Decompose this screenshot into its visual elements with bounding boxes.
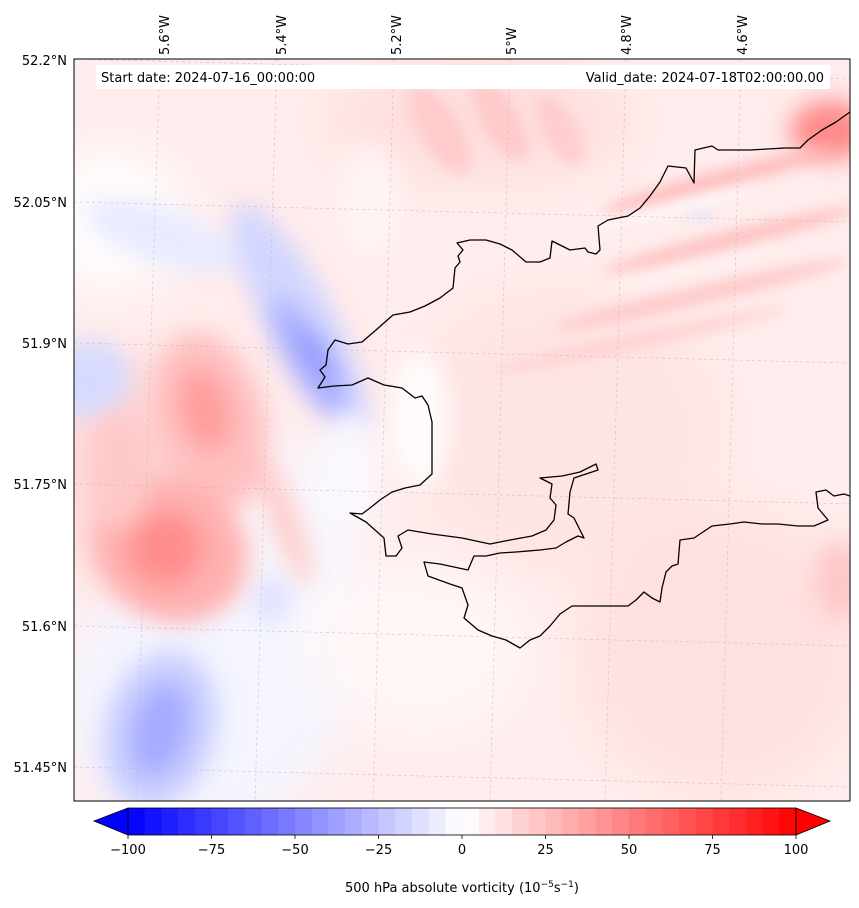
lon-label-5-2w: 5.2°W xyxy=(390,15,405,55)
colorbar-segment xyxy=(244,808,262,835)
lon-label-5w: 5°W xyxy=(505,27,520,55)
vorticity-map: Start date: 2024-07-16_00:00:00 Valid_da… xyxy=(74,59,850,801)
colorbar-segment xyxy=(512,808,530,835)
colorbar-segments xyxy=(128,808,797,835)
colorbar: −100 −75 −50 −25 0 25 50 75 100 500 hPa absolute… xyxy=(92,807,832,896)
colorbar-segment xyxy=(562,808,580,835)
positive-vorticity xyxy=(90,100,850,623)
valid-date-label: Valid_date: 2024-07-18T02:00:00.00 xyxy=(586,71,824,86)
colorbar-segment xyxy=(311,808,329,835)
lon-label-4-8w: 4.8°W xyxy=(620,15,635,55)
colorbar-segment xyxy=(428,808,446,835)
colorbar-segment xyxy=(629,808,647,835)
colorbar-segment xyxy=(211,808,229,835)
lat-label-51-45n: 51.45°N xyxy=(14,761,67,776)
colorbar-segment xyxy=(745,808,763,835)
colorbar-segment xyxy=(662,808,680,835)
colorbar-segment xyxy=(462,808,480,835)
colorbar-tick-label: −25 xyxy=(365,843,392,858)
colorbar-segment xyxy=(445,808,463,835)
colorbar-segment xyxy=(194,808,212,835)
lat-label-51-6n: 51.6°N xyxy=(22,620,67,635)
colorbar-segment xyxy=(528,808,546,835)
coastline xyxy=(317,111,850,649)
colorbar-tick-label: −50 xyxy=(281,843,308,858)
longitude-labels: 5.6°W 5.4°W 5.2°W 5°W 4.8°W 4.6°W xyxy=(158,15,751,55)
start-date-label: Start date: 2024-07-16_00:00:00 xyxy=(101,71,315,86)
colorbar-tick-label: 25 xyxy=(537,843,554,858)
colorbar-segment xyxy=(328,808,346,835)
lat-label-51-75n: 51.75°N xyxy=(14,478,67,493)
colorbar-segment xyxy=(695,808,713,835)
colorbar-segment xyxy=(178,808,196,835)
colorbar-segment xyxy=(411,808,429,835)
colorbar-extend-low xyxy=(92,807,129,836)
colorbar-segment xyxy=(645,808,663,835)
colorbar-label: 500 hPa absolute vorticity (10−5s−1) xyxy=(345,880,579,896)
colorbar-segment xyxy=(128,808,146,835)
colorbar-segment xyxy=(345,808,363,835)
colorbar-segment xyxy=(378,808,396,835)
positive-bands xyxy=(409,80,850,373)
colorbar-segment xyxy=(545,808,563,835)
colorbar-segment xyxy=(261,808,279,835)
colorbar-segment xyxy=(478,808,496,835)
lon-label-5-4w: 5.4°W xyxy=(275,15,290,55)
colorbar-extend-high xyxy=(795,807,832,836)
colorbar-tick-label: −100 xyxy=(110,843,146,858)
coastline-north xyxy=(317,111,850,649)
colorbar-segment xyxy=(161,808,179,835)
colorbar-segment xyxy=(278,808,296,835)
colorbar-ticks: −100 −75 −50 −25 0 25 50 75 100 xyxy=(110,835,808,858)
lon-label-4-6w: 4.6°W xyxy=(736,15,751,55)
colorbar-segment xyxy=(228,808,246,835)
colorbar-tick-label: 75 xyxy=(704,843,721,858)
colorbar-segment xyxy=(612,808,630,835)
colorbar-segment xyxy=(729,808,747,835)
colorbar-segment xyxy=(779,808,797,835)
latitude-labels: 52.2°N 52.05°N 51.9°N 51.75°N 51.6°N 51.… xyxy=(14,54,67,776)
negative-vorticity xyxy=(74,197,369,801)
colorbar-segment xyxy=(295,808,313,835)
colorbar-segment xyxy=(361,808,379,835)
lon-label-5-6w: 5.6°W xyxy=(158,15,173,55)
colorbar-segment xyxy=(712,808,730,835)
lat-label-52-05n: 52.05°N xyxy=(14,196,67,211)
colorbar-tick-label: 100 xyxy=(784,843,809,858)
colorbar-tick-label: 50 xyxy=(621,843,638,858)
colorbar-segment xyxy=(762,808,780,835)
colorbar-segment xyxy=(679,808,697,835)
lat-label-52-2n: 52.2°N xyxy=(22,54,67,69)
map-frame xyxy=(73,58,851,802)
colorbar-segment xyxy=(144,808,162,835)
colorbar-segment xyxy=(578,808,596,835)
graticule xyxy=(74,59,850,801)
colorbar-tick-label: −75 xyxy=(198,843,225,858)
colorbar-segment xyxy=(395,808,413,835)
colorbar-segment xyxy=(495,808,513,835)
lat-label-51-9n: 51.9°N xyxy=(22,337,67,352)
colorbar-segment xyxy=(595,808,613,835)
colorbar-tick-label: 0 xyxy=(458,843,466,858)
header-box xyxy=(96,65,830,89)
